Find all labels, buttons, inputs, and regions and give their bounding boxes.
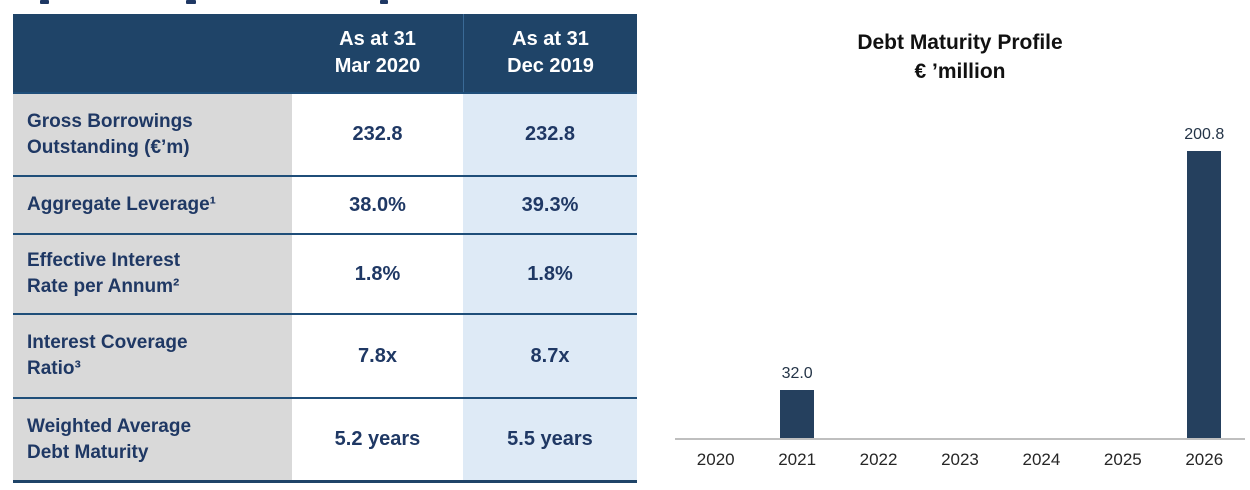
cropped-heading-remnant: [40, 0, 49, 4]
chart-x-axis-line: [675, 438, 1245, 440]
chart-x-labels: 2020 2021 2022 2023 2024 2025 2026: [675, 450, 1245, 470]
chart-slot-2026: 200.8: [1164, 126, 1245, 438]
chart-slot-2021: 32.0: [756, 126, 837, 438]
bar-value-label-2021: 32.0: [781, 365, 813, 382]
cell-effective-interest-rate-dec2019: 1.8%: [463, 233, 637, 313]
x-tick-2026: 2026: [1185, 450, 1224, 469]
chart-plot: 32.0 200.8: [675, 126, 1245, 438]
chart-slot-2024: [1001, 126, 1082, 438]
x-tick-2025: 2025: [1103, 450, 1142, 469]
cell-weighted-avg-debt-maturity-dec2019: 5.5 years: [463, 397, 637, 480]
x-tick-2020: 2020: [696, 450, 735, 469]
chart-title: Debt Maturity Profile: [857, 31, 1063, 54]
row-label-effective-interest-rate: Effective Interest Rate per Annum²: [13, 233, 292, 313]
row-label-gross-borrowings: Gross Borrowings Outstanding (€’m): [13, 92, 292, 175]
table-header-empty: [13, 14, 292, 92]
cell-gross-borrowings-dec2019: 232.8: [463, 92, 637, 175]
chart-slot-2023: [919, 126, 1000, 438]
cell-aggregate-leverage-dec2019: 39.3%: [463, 175, 637, 233]
x-tick-2021: 2021: [778, 450, 817, 469]
bar-value-label-2026: 200.8: [1184, 126, 1225, 143]
cell-effective-interest-rate-mar2020: 1.8%: [292, 233, 463, 313]
row-label-interest-coverage-ratio: Interest Coverage Ratio³: [13, 313, 292, 397]
debt-metrics-table: As at 31 Mar 2020 As at 31 Dec 2019 Gros…: [13, 14, 637, 483]
chart-bar-2026: [1187, 151, 1222, 438]
row-label-aggregate-leverage: Aggregate Leverage¹: [13, 175, 292, 233]
cropped-heading-remnant: [380, 0, 388, 4]
x-tick-2023: 2023: [941, 450, 979, 469]
x-tick-2022: 2022: [859, 450, 898, 469]
cell-weighted-avg-debt-maturity-mar2020: 5.2 years: [292, 397, 463, 480]
chart-bar-2021: [780, 390, 815, 438]
row-label-weighted-avg-debt-maturity: Weighted Average Debt Maturity: [13, 397, 292, 480]
chart-subtitle: € ’million: [914, 60, 1006, 83]
cell-gross-borrowings-mar2020: 232.8: [292, 92, 463, 175]
cropped-heading-remnant: [186, 0, 196, 4]
chart-slot-2025: [1082, 126, 1163, 438]
table-header-mar2020: As at 31 Mar 2020: [292, 14, 463, 92]
table-header-dec2019: As at 31 Dec 2019: [463, 14, 637, 92]
chart-slot-2022: [838, 126, 919, 438]
cell-aggregate-leverage-mar2020: 38.0%: [292, 175, 463, 233]
x-tick-2024: 2024: [1022, 450, 1061, 469]
cell-interest-coverage-ratio-mar2020: 7.8x: [292, 313, 463, 397]
cell-interest-coverage-ratio-dec2019: 8.7x: [463, 313, 637, 397]
chart-slot-2020: [675, 126, 756, 438]
